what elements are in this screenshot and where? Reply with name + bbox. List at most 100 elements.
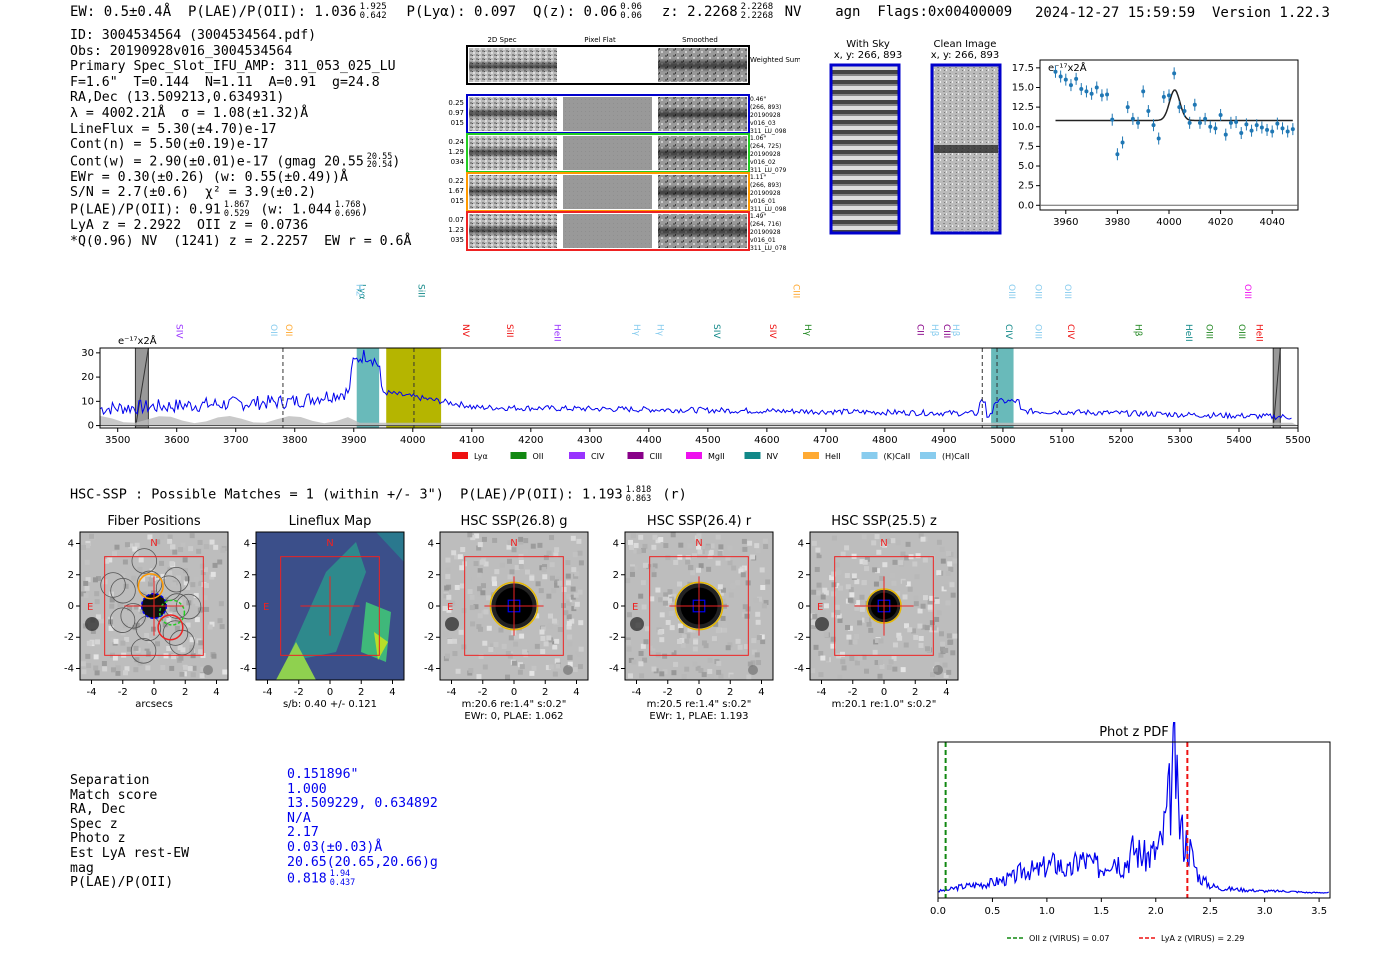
cutout-row-stat: 015 — [451, 197, 464, 205]
cutout-row-meta: v016_01 — [750, 237, 776, 244]
zoom-xtick: 4000 — [1156, 217, 1181, 228]
pdf-xtick: 1.5 — [1093, 906, 1109, 917]
zoom-unit-label: e⁻¹⁷x2Å — [1048, 61, 1087, 74]
full-xtick: 4200 — [518, 435, 543, 446]
cutout-row-meta: v016_01 — [750, 198, 776, 205]
clean-image-coords: x, y: 266, 893 — [931, 50, 1000, 61]
full-xtick: 4400 — [636, 435, 661, 446]
info-sn: S/N = 2.7(±0.6) χ² = 3.9(±0.2) — [70, 185, 317, 201]
pdf-xtick: 2.5 — [1202, 906, 1218, 917]
with-sky-coords: x, y: 266, 893 — [834, 50, 903, 61]
hsc-title-sub: 0.863 — [625, 493, 652, 504]
cutout-row-meta: 20190928 — [750, 151, 781, 158]
full-xtick: 5400 — [1226, 435, 1251, 446]
clean-image-label: Clean Image — [934, 39, 997, 50]
cutout-row-stat: 0.97 — [448, 109, 464, 117]
zoom-point — [1136, 120, 1141, 125]
line-label: Hβ — [1133, 324, 1143, 337]
zoom-point — [1068, 83, 1073, 88]
zoom-ytick: 17.5 — [1012, 63, 1034, 74]
with-sky-label: With Sky — [846, 39, 890, 50]
cutout-row-meta: 311_LU_098 — [750, 206, 787, 213]
line-label: NV — [460, 324, 470, 338]
full-xtick: 4700 — [813, 435, 838, 446]
cutout-row-meta: (264, 725) — [750, 143, 781, 150]
info-lambda: λ = 4002.21Å σ = 1.08(±1.32)Å — [70, 105, 309, 121]
hsc-ytick: -2 — [64, 632, 74, 643]
line-label: OII — [283, 324, 293, 336]
cutout-pixelflat — [563, 175, 652, 209]
hsc-xtick: -4 — [817, 687, 827, 698]
full-ytick: 10 — [81, 396, 94, 407]
legend-label: CIV — [591, 452, 605, 461]
match-label: Spec z — [70, 816, 118, 832]
zoom-point — [1074, 76, 1079, 81]
zoom-point — [1259, 125, 1264, 130]
line-label: HeII — [1183, 324, 1193, 342]
match-label: Separation — [70, 773, 150, 788]
zoom-ytick: 0.0 — [1018, 200, 1034, 211]
fiber-circle — [131, 548, 158, 574]
zoom-point — [1203, 116, 1208, 121]
cutout-row: 0.24 1.29 034 1.06"(264, 725)20190928v016_0… — [448, 133, 787, 174]
full-xtick: 3900 — [341, 435, 366, 446]
full-ytick: 0 — [88, 421, 94, 432]
line-label: Hγ — [655, 324, 665, 337]
fiber-orange — [137, 573, 164, 600]
noise-band — [100, 415, 1298, 426]
full-xtick: 4300 — [577, 435, 602, 446]
zoom-window — [386, 348, 442, 428]
hsc-xtick: 0 — [511, 687, 517, 698]
zoom-point — [1280, 126, 1285, 131]
hsc-ytick: -4 — [424, 663, 434, 674]
fiber-green — [159, 599, 186, 626]
cutout-row: 0.22 1.67 015 1.11"(266, 893)20190928v016_0… — [448, 172, 787, 213]
zoom-point — [1244, 122, 1249, 127]
match-label: Est LyA rest-EW — [70, 845, 190, 861]
line-label: CIII — [790, 284, 800, 298]
hsc-xtick: 0 — [327, 687, 333, 698]
pdf-xtick: 0.0 — [930, 906, 946, 917]
header-ew-plae: EW: 0.5±0.4Å P(LAE)/P(OII): 1.036 — [70, 4, 357, 20]
hsc-xtick: -2 — [663, 687, 673, 698]
legend-swatch — [803, 452, 819, 459]
line-label: OIII — [1006, 284, 1016, 299]
match-value: 1.000 — [287, 781, 327, 797]
info-params: F=1.6" T=0.144 N=1.11 A=0.91 g=24.8 — [70, 74, 380, 90]
hsc-ytick: 0 — [798, 601, 804, 612]
legend-swatch — [569, 452, 585, 459]
info-obs: Obs: 20190928v016_3004534564 — [70, 43, 293, 59]
fiber-circle — [163, 566, 190, 593]
line-label: OIII — [1242, 284, 1252, 299]
hsc-ytick: -2 — [424, 632, 434, 643]
zoom-point — [1156, 136, 1161, 141]
cutouts-panel: 2D Spec Pixel Flat Smoothed Weighted Sum… — [448, 36, 800, 252]
east-label: E — [447, 602, 453, 613]
east-label: E — [263, 602, 269, 613]
zoom-point — [1275, 121, 1280, 126]
cutout-row-meta: v016_03 — [750, 120, 776, 127]
match-plae-sup: 1.94 — [329, 869, 351, 880]
hsc-title: HSC-SSP : Possible Matches = 1 (within +… — [70, 486, 687, 503]
legend-swatch — [920, 452, 936, 459]
cutout-header-pixelflat: Pixel Flat — [584, 36, 616, 44]
legend-label: NV — [767, 452, 779, 461]
zoom-point — [1172, 71, 1177, 76]
header-plae-sub: 0.642 — [359, 11, 387, 21]
zoom-point — [1208, 124, 1213, 129]
pdf-legend-label: OII z (VIRUS) = 0.07 — [1029, 934, 1109, 943]
cutout-pixelflat — [563, 136, 652, 170]
line-label: HeII — [551, 324, 561, 342]
pdf-xtick: 3.5 — [1311, 906, 1327, 917]
with-sky-image — [829, 63, 901, 235]
zoom-point — [1079, 87, 1084, 92]
cutout-row-stat: 035 — [451, 236, 464, 244]
zoom-point — [1213, 126, 1218, 131]
pdf-title: Phot z PDF — [1099, 725, 1169, 740]
cutout-row-meta: 20190928 — [750, 229, 781, 236]
fiber-red — [157, 614, 184, 641]
header-z-sub: 2.2268 — [740, 11, 774, 21]
pdf-legend-label: LyA z (VIRUS) = 2.29 — [1161, 934, 1244, 943]
hsc-xtick: 4 — [573, 687, 579, 698]
